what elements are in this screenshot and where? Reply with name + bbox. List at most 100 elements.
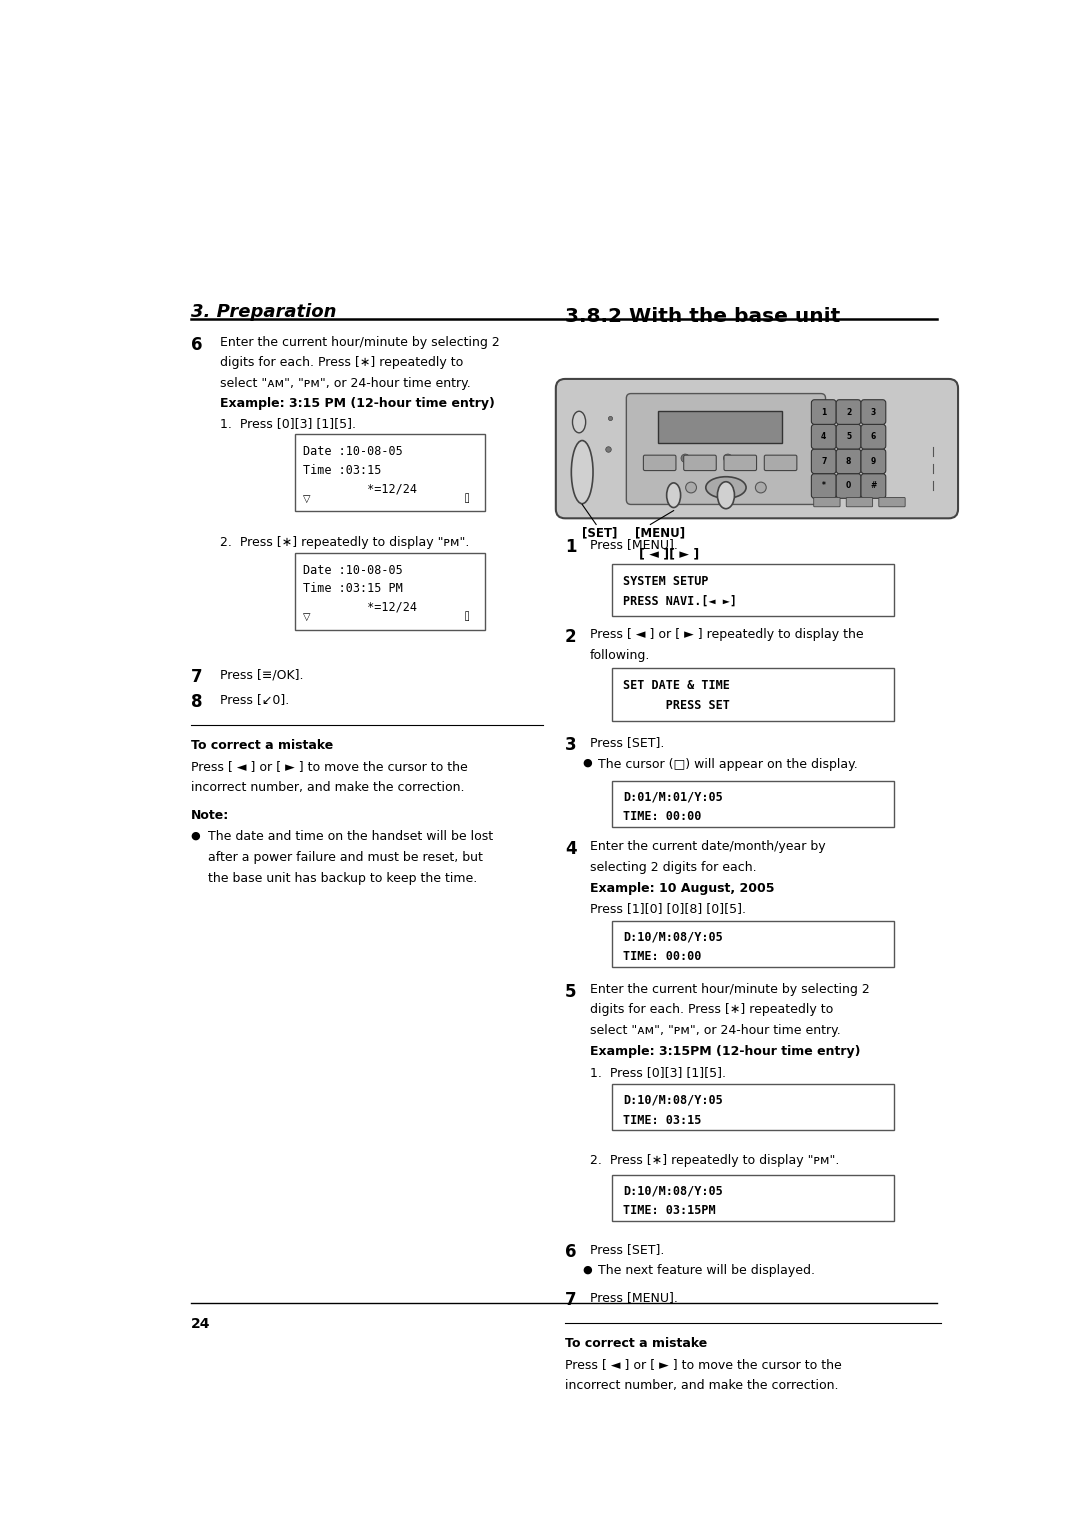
Text: 1: 1 <box>565 538 577 556</box>
Text: 3: 3 <box>565 736 577 755</box>
Text: Press [ ◄ ] or [ ► ] to move the cursor to the: Press [ ◄ ] or [ ► ] to move the cursor … <box>565 1358 842 1372</box>
Circle shape <box>724 454 732 463</box>
FancyBboxPatch shape <box>684 455 716 471</box>
Text: D:10/M:08/Y:05: D:10/M:08/Y:05 <box>623 1094 723 1106</box>
Text: 3: 3 <box>870 408 876 417</box>
FancyBboxPatch shape <box>847 498 873 507</box>
Text: SYSTEM SETUP: SYSTEM SETUP <box>623 575 708 588</box>
FancyBboxPatch shape <box>644 455 676 471</box>
Text: 7: 7 <box>191 668 202 686</box>
Text: 3.8.2 With the base unit: 3.8.2 With the base unit <box>565 307 840 327</box>
FancyBboxPatch shape <box>765 455 797 471</box>
Circle shape <box>686 483 697 494</box>
Text: PRESS NAVI.[◄ ►]: PRESS NAVI.[◄ ►] <box>623 594 738 608</box>
Ellipse shape <box>717 481 734 509</box>
Text: selecting 2 digits for each.: selecting 2 digits for each. <box>590 860 757 874</box>
FancyBboxPatch shape <box>724 455 757 471</box>
Text: 3. Preparation: 3. Preparation <box>191 304 336 321</box>
Text: Press [ ◄ ] or [ ► ] repeatedly to display the: Press [ ◄ ] or [ ► ] repeatedly to displ… <box>590 628 864 642</box>
Text: Press [MENU].: Press [MENU]. <box>590 1291 678 1303</box>
Text: 0: 0 <box>846 481 851 490</box>
FancyBboxPatch shape <box>611 1175 894 1221</box>
Text: Time :03:15 PM: Time :03:15 PM <box>303 582 403 596</box>
Text: ●: ● <box>582 1265 592 1274</box>
Text: Enter the current hour/minute by selecting 2: Enter the current hour/minute by selecti… <box>220 336 500 348</box>
Text: 1: 1 <box>821 408 826 417</box>
Text: 8: 8 <box>846 457 851 466</box>
FancyBboxPatch shape <box>861 425 886 449</box>
Text: 9: 9 <box>870 457 876 466</box>
Ellipse shape <box>706 477 746 498</box>
Text: Example: 3:15PM (12-hour time entry): Example: 3:15PM (12-hour time entry) <box>590 1045 861 1057</box>
FancyBboxPatch shape <box>556 379 958 518</box>
FancyBboxPatch shape <box>836 449 861 474</box>
Text: 5: 5 <box>565 983 577 1001</box>
Text: D:01/M:01/Y:05: D:01/M:01/Y:05 <box>623 790 723 804</box>
Text: 2.  Press [∗] repeatedly to display "ᴘᴍ".: 2. Press [∗] repeatedly to display "ᴘᴍ". <box>590 1154 839 1166</box>
Text: select "ᴀᴍ", "ᴘᴍ", or 24-hour time entry.: select "ᴀᴍ", "ᴘᴍ", or 24-hour time entry… <box>220 376 471 390</box>
Text: Time :03:15: Time :03:15 <box>303 463 381 477</box>
Text: incorrect number, and make the correction.: incorrect number, and make the correctio… <box>191 781 464 795</box>
Circle shape <box>755 483 766 494</box>
Text: TIME: 00:00: TIME: 00:00 <box>623 950 702 963</box>
Text: 1.  Press [0][3] [1][5].: 1. Press [0][3] [1][5]. <box>590 1067 726 1079</box>
Text: The next feature will be displayed.: The next feature will be displayed. <box>597 1265 814 1277</box>
Text: 7: 7 <box>821 457 826 466</box>
FancyBboxPatch shape <box>658 411 782 443</box>
Text: Press [MENU].: Press [MENU]. <box>590 538 678 550</box>
Text: #: # <box>870 481 877 490</box>
Text: Press [ ◄ ] or [ ► ] to move the cursor to the: Press [ ◄ ] or [ ► ] to move the cursor … <box>191 759 468 773</box>
Text: ⌷: ⌷ <box>463 613 470 622</box>
Text: 4: 4 <box>821 432 826 442</box>
Text: TIME: 03:15: TIME: 03:15 <box>623 1114 702 1126</box>
FancyBboxPatch shape <box>861 400 886 425</box>
Text: select "ᴀᴍ", "ᴘᴍ", or 24-hour time entry.: select "ᴀᴍ", "ᴘᴍ", or 24-hour time entry… <box>590 1024 840 1038</box>
Text: To correct a mistake: To correct a mistake <box>191 740 333 752</box>
Text: after a power failure and must be reset, but: after a power failure and must be reset,… <box>207 851 483 863</box>
Text: The cursor (□) will appear on the display.: The cursor (□) will appear on the displa… <box>597 758 858 770</box>
Text: *=12/24: *=12/24 <box>303 483 417 495</box>
Text: 1.  Press [0][3] [1][5].: 1. Press [0][3] [1][5]. <box>220 417 356 431</box>
Text: *: * <box>822 481 826 490</box>
FancyBboxPatch shape <box>836 400 861 425</box>
Text: 2.  Press [∗] repeatedly to display "ᴘᴍ".: 2. Press [∗] repeatedly to display "ᴘᴍ". <box>220 536 470 549</box>
Text: *=12/24: *=12/24 <box>303 601 417 614</box>
FancyBboxPatch shape <box>296 553 485 630</box>
Text: 6: 6 <box>191 336 202 354</box>
Text: SET DATE & TIME: SET DATE & TIME <box>623 680 730 692</box>
Text: [ ◄ ][ ► ]: [ ◄ ][ ► ] <box>638 547 699 561</box>
FancyBboxPatch shape <box>611 564 894 616</box>
FancyBboxPatch shape <box>861 474 886 498</box>
Text: The date and time on the handset will be lost: The date and time on the handset will be… <box>207 830 492 843</box>
FancyBboxPatch shape <box>611 921 894 967</box>
Text: Date :10-08-05: Date :10-08-05 <box>303 445 403 458</box>
Text: digits for each. Press [∗] repeatedly to: digits for each. Press [∗] repeatedly to <box>220 356 463 370</box>
FancyBboxPatch shape <box>836 425 861 449</box>
Text: TIME: 03:15PM: TIME: 03:15PM <box>623 1204 716 1218</box>
Text: following.: following. <box>590 649 650 662</box>
Text: TIME: 00:00: TIME: 00:00 <box>623 810 702 824</box>
Text: the base unit has backup to keep the time.: the base unit has backup to keep the tim… <box>207 872 477 885</box>
FancyBboxPatch shape <box>813 498 840 507</box>
Text: Press [↙0].: Press [↙0]. <box>220 694 289 706</box>
Ellipse shape <box>572 455 585 478</box>
FancyBboxPatch shape <box>811 425 836 449</box>
Text: 24: 24 <box>191 1317 211 1331</box>
Text: To correct a mistake: To correct a mistake <box>565 1337 707 1349</box>
Ellipse shape <box>666 483 680 507</box>
Text: [MENU]: [MENU] <box>635 526 685 539</box>
FancyBboxPatch shape <box>811 400 836 425</box>
Ellipse shape <box>572 411 585 432</box>
FancyBboxPatch shape <box>811 449 836 474</box>
Text: Enter the current date/month/year by: Enter the current date/month/year by <box>590 840 825 853</box>
Text: PRESS SET: PRESS SET <box>623 700 730 712</box>
Circle shape <box>681 454 689 463</box>
Text: 2: 2 <box>565 628 577 646</box>
FancyBboxPatch shape <box>879 498 905 507</box>
Text: D:10/M:08/Y:05: D:10/M:08/Y:05 <box>623 1184 723 1198</box>
Text: ▽: ▽ <box>303 494 311 504</box>
Text: D:10/M:08/Y:05: D:10/M:08/Y:05 <box>623 931 723 943</box>
Text: 6: 6 <box>565 1242 577 1261</box>
Text: 8: 8 <box>191 694 202 711</box>
Text: Example: 10 August, 2005: Example: 10 August, 2005 <box>590 882 774 895</box>
